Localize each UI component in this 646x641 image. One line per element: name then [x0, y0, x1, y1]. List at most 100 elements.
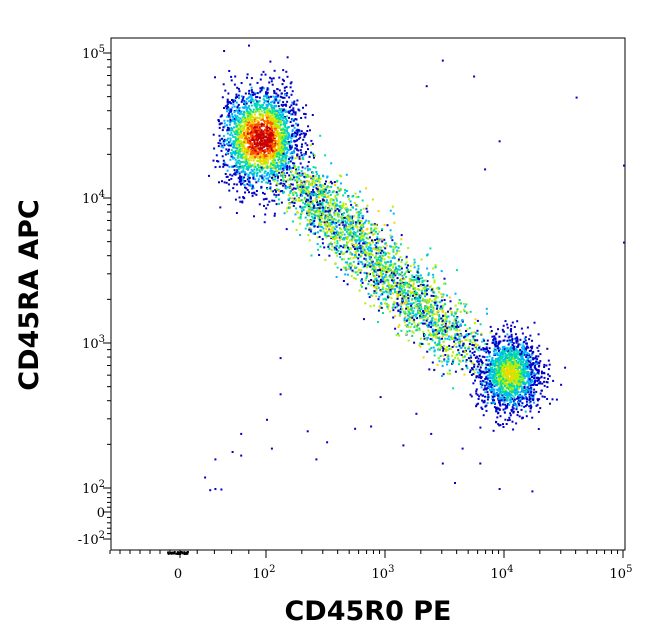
- event-point: [276, 173, 279, 176]
- event-point: [283, 165, 286, 168]
- event-point: [362, 234, 364, 237]
- event-point: [313, 193, 316, 196]
- event-point: [338, 189, 341, 192]
- event-point: [330, 231, 332, 233]
- event-point: [299, 133, 301, 136]
- event-point: [429, 338, 432, 341]
- event-point: [250, 134, 253, 137]
- event-point: [415, 278, 418, 281]
- event-point: [257, 123, 260, 126]
- event-point: [440, 292, 443, 295]
- event-point: [266, 188, 269, 190]
- event-point: [287, 194, 290, 197]
- event-point: [552, 379, 555, 382]
- event-point: [414, 296, 417, 299]
- event-point: [287, 162, 290, 165]
- event-point: [356, 216, 359, 219]
- event-point: [307, 213, 310, 216]
- event-point: [306, 194, 309, 197]
- event-point: [273, 193, 276, 196]
- event-point: [404, 281, 407, 284]
- event-point: [400, 305, 403, 308]
- event-point: [359, 244, 362, 247]
- event-point: [283, 159, 286, 162]
- event-point: [241, 142, 244, 145]
- event-point: [241, 116, 244, 119]
- event-point: [303, 135, 306, 138]
- event-point: [296, 176, 299, 179]
- event-point: [462, 342, 465, 345]
- event-point: [434, 341, 437, 344]
- event-point: [293, 197, 296, 200]
- event-point: [237, 94, 240, 97]
- event-point: [274, 159, 276, 162]
- event-point: [284, 116, 286, 119]
- event-point: [339, 256, 342, 259]
- event-point: [332, 190, 335, 193]
- event-point: [283, 131, 286, 134]
- event-point: [245, 157, 248, 159]
- event-point: [244, 180, 247, 182]
- event-point: [265, 207, 268, 210]
- event-point: [269, 187, 272, 190]
- event-point: [250, 151, 253, 154]
- event-point: [246, 151, 249, 154]
- event-point: [314, 184, 317, 187]
- event-point: [285, 115, 288, 118]
- event-point: [442, 373, 445, 376]
- event-point: [429, 298, 431, 301]
- event-point: [277, 105, 280, 108]
- event-point: [387, 266, 390, 269]
- event-point: [407, 314, 410, 317]
- event-point: [223, 181, 226, 184]
- event-point: [229, 121, 232, 124]
- event-point: [253, 122, 256, 125]
- event-point: [415, 274, 418, 277]
- event-point: [248, 124, 251, 126]
- event-point: [272, 162, 275, 165]
- event-point: [283, 146, 286, 149]
- event-point: [294, 140, 297, 143]
- event-point: [356, 243, 359, 246]
- event-point: [446, 349, 449, 351]
- event-point: [268, 173, 271, 176]
- event-point: [288, 165, 291, 168]
- event-point: [339, 231, 342, 234]
- event-point: [279, 123, 282, 126]
- event-point: [253, 152, 256, 155]
- event-point: [431, 314, 434, 317]
- event-point: [449, 328, 452, 331]
- event-point: [437, 310, 440, 313]
- event-point: [243, 161, 246, 164]
- event-point: [458, 329, 461, 332]
- event-point: [316, 185, 319, 188]
- event-point: [370, 279, 373, 281]
- event-point: [418, 299, 421, 302]
- event-point: [238, 196, 241, 199]
- event-point: [285, 146, 288, 149]
- event-point: [323, 208, 326, 211]
- event-point: [458, 353, 461, 356]
- event-point: [442, 310, 445, 313]
- event-point: [296, 179, 299, 182]
- event-point: [292, 151, 295, 154]
- event-point: [266, 88, 269, 91]
- event-point: [256, 123, 259, 126]
- event-point: [445, 320, 448, 323]
- event-point: [238, 153, 241, 156]
- event-point: [410, 299, 413, 302]
- event-point: [279, 168, 282, 171]
- event-point: [224, 173, 227, 175]
- event-point: [434, 335, 437, 338]
- event-point: [294, 111, 297, 114]
- event-point: [314, 154, 317, 157]
- event-point: [327, 203, 330, 206]
- event-point: [431, 339, 434, 342]
- event-point: [266, 123, 269, 126]
- event-point: [432, 267, 435, 270]
- event-point: [365, 272, 368, 275]
- event-point: [300, 132, 303, 135]
- event-point: [268, 138, 271, 140]
- event-point: [374, 267, 377, 270]
- event-point: [353, 246, 356, 249]
